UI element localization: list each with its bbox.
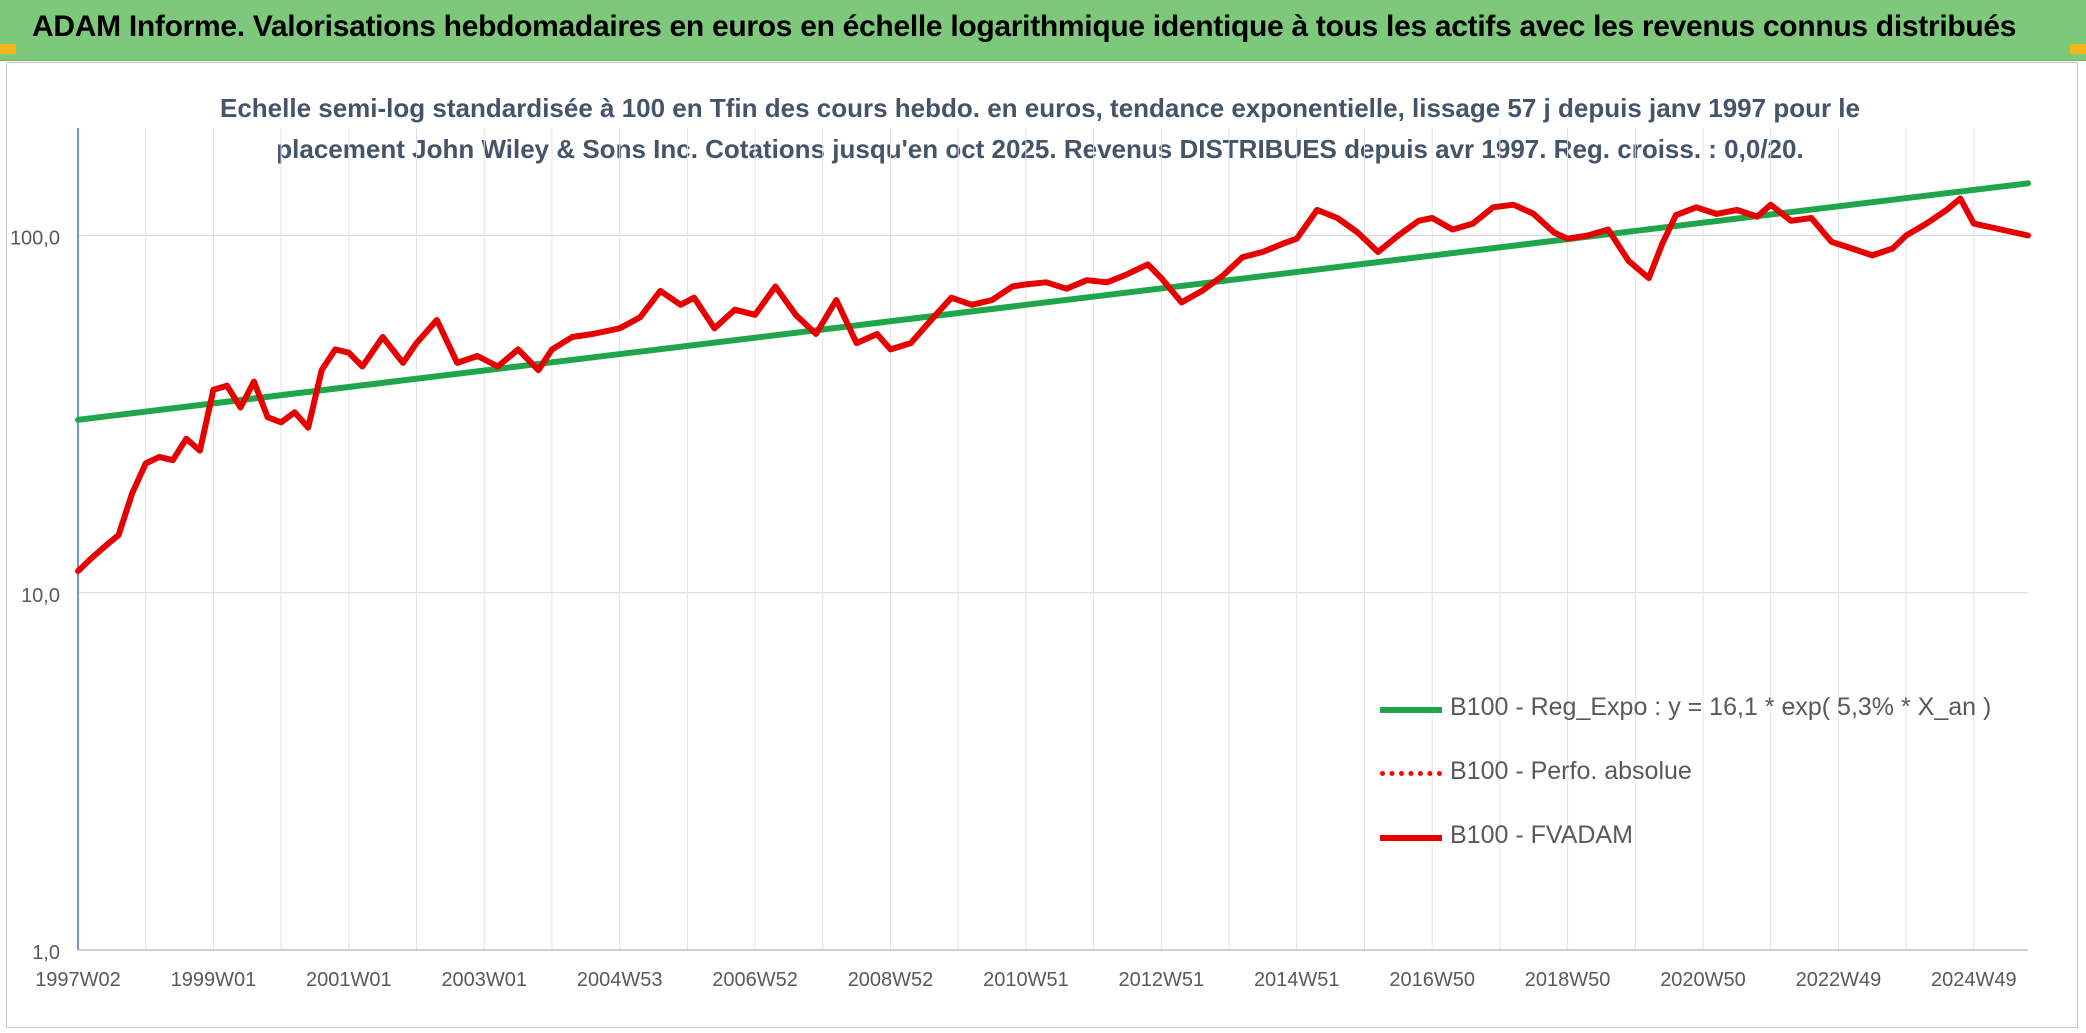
series-lines [75, 180, 2031, 575]
legend-label-perfo: B100 - Perfo. absolue [1450, 757, 1692, 785]
corner-marker-left [0, 44, 16, 54]
legend-label-regression: B100 - Reg_Expo : y = 16,1 * exp( 5,3% *… [1450, 693, 1992, 721]
y-tick-label: 10,0 [21, 585, 60, 607]
y-tick-label: 100,0 [10, 228, 60, 250]
series-line-fvadam [75, 195, 2031, 575]
legend-label-fvadam: B100 - FVADAM [1450, 821, 1633, 849]
x-tick-label: 2016W50 [1389, 969, 1475, 991]
x-tick-label: 2022W49 [1796, 969, 1882, 991]
x-tick-label: 2004W53 [577, 969, 663, 991]
corner-marker-right [2070, 44, 2086, 54]
x-tick-label: 2020W50 [1660, 969, 1746, 991]
x-tick-label: 2024W49 [1931, 969, 2017, 991]
x-tick-label: 2001W01 [306, 969, 392, 991]
legend-swatch-perfo [1380, 771, 1442, 776]
report-title: ADAM Informe. Valorisations hebdomadaire… [32, 10, 2017, 43]
series-line-regression [75, 180, 2031, 423]
report-header: ADAM Informe. Valorisations hebdomadaire… [0, 0, 2086, 61]
legend-swatch-regression [1380, 707, 1442, 713]
chart-frame [6, 62, 2078, 1028]
x-tick-label: 2006W52 [712, 969, 798, 991]
axes [77, 128, 2028, 951]
x-tick-label: 1999W01 [171, 969, 257, 991]
x-tick-label: 2008W52 [848, 969, 934, 991]
y-tick-label: 1,0 [32, 942, 60, 964]
x-tick-label: 2003W01 [441, 969, 527, 991]
x-tick-label: 2010W51 [983, 969, 1069, 991]
tick-labels: 1,0 10,0 100,0 1997W02 1999W01 2001W01 2003W01… [10, 228, 2017, 991]
x-tick-label: 1997W02 [35, 969, 121, 991]
chart-subtitle: Echelle semi-log standardisée à 100 en T… [219, 93, 1860, 164]
x-tick-label: 2014W51 [1254, 969, 1340, 991]
x-tick-label: 2018W50 [1525, 969, 1611, 991]
legend-swatch-fvadam [1380, 835, 1442, 841]
x-tick-label: 2012W51 [1119, 969, 1205, 991]
grid-lines [77, 128, 2028, 951]
